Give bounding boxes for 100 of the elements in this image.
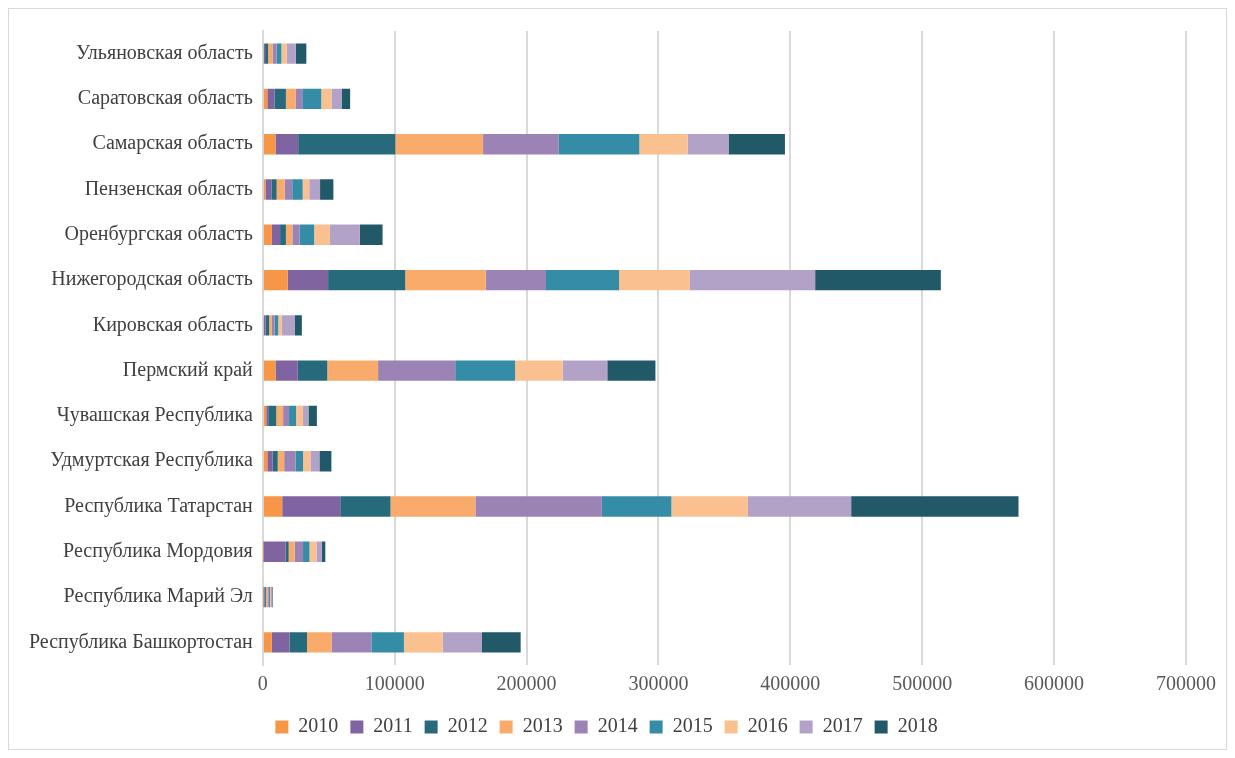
x-tick-label: 100000 [364, 672, 425, 695]
bar [482, 632, 521, 653]
bar [267, 88, 275, 110]
bar [271, 179, 277, 200]
bar [271, 632, 290, 653]
bar [268, 405, 277, 427]
bar [309, 179, 321, 200]
y-tick-label: Оренбургская область [64, 222, 253, 246]
y-tick-label: Чувашская Республика [56, 403, 253, 427]
bar [292, 224, 300, 245]
bar [285, 541, 289, 562]
bar [728, 134, 785, 155]
legend-label: 2016 [747, 714, 788, 737]
bar [263, 360, 276, 381]
bar [298, 134, 396, 155]
y-tick-label: Удмуртская Республика [50, 448, 253, 472]
legend-label: 2015 [672, 714, 713, 737]
bar [687, 134, 729, 155]
bar [371, 632, 404, 653]
legend-label: 2018 [897, 714, 938, 737]
bar [328, 269, 406, 291]
bar [299, 224, 315, 245]
bar [303, 541, 310, 562]
bar [263, 134, 276, 155]
bar [284, 451, 296, 472]
bar [310, 451, 320, 472]
y-tick-label: Ульяновская область [75, 40, 253, 63]
legend-label: 2010 [298, 714, 339, 737]
bar [815, 269, 941, 291]
bar [545, 269, 620, 291]
bar [289, 405, 297, 427]
bar [302, 179, 310, 200]
legend-label: 2011 [373, 714, 413, 737]
bar [378, 360, 456, 381]
bar [272, 451, 278, 472]
bar [276, 405, 284, 427]
bar [297, 360, 328, 381]
bar [331, 88, 342, 110]
y-tick-label: Кировская область [92, 312, 253, 336]
bar [267, 451, 273, 472]
y-tick-label: Саратовская область [77, 86, 253, 110]
bar [314, 224, 330, 245]
bar [274, 88, 286, 110]
bar [263, 496, 283, 517]
bar [601, 496, 672, 517]
bar [292, 179, 303, 200]
bar [277, 451, 285, 472]
bar [281, 43, 287, 64]
x-tick-label: 300000 [628, 672, 689, 695]
bar [285, 88, 296, 110]
x-tick-label: 500000 [892, 672, 953, 695]
bar [327, 360, 379, 381]
bar [303, 451, 311, 472]
bar [278, 315, 282, 336]
bar [359, 224, 383, 245]
bar [263, 224, 272, 245]
y-tick-label: Республика Башкортостан [28, 629, 254, 653]
legend-label: 2014 [597, 714, 638, 737]
bar [329, 224, 360, 245]
bar [265, 179, 272, 200]
bar [284, 179, 293, 200]
bar [263, 632, 272, 653]
bar [296, 405, 304, 427]
bar [671, 496, 748, 517]
bar [285, 224, 293, 245]
bar [442, 632, 483, 653]
y-tick-label: Пензенская область [84, 176, 253, 199]
y-tick-label: Нижегородская область [51, 267, 253, 291]
bar [303, 405, 309, 427]
bar [619, 269, 690, 291]
bar [276, 179, 285, 200]
bar [263, 541, 286, 562]
x-tick-label: 600000 [1024, 672, 1085, 695]
x-tick-label: 0 [257, 672, 268, 695]
legend-label: 2017 [822, 714, 863, 737]
bar [308, 405, 317, 427]
x-tick-label: 400000 [760, 672, 821, 695]
bar [475, 496, 602, 517]
bar [295, 451, 304, 472]
bar [275, 360, 298, 381]
bar [403, 632, 443, 653]
bar [340, 496, 391, 517]
x-tick-label: 200000 [496, 672, 557, 695]
bar [295, 43, 307, 64]
bar [562, 360, 608, 381]
bar [294, 541, 304, 562]
bar [341, 88, 351, 110]
bar [268, 43, 273, 64]
bar [405, 269, 486, 291]
bar [286, 43, 296, 64]
y-tick-label: Пермский край [122, 357, 254, 381]
bar [263, 269, 288, 291]
bar [272, 43, 277, 64]
bar [607, 360, 656, 381]
bar [851, 496, 1019, 517]
bar [485, 269, 546, 291]
bar [288, 541, 295, 562]
bar [639, 134, 688, 155]
bar [271, 224, 281, 245]
bar [287, 269, 329, 291]
